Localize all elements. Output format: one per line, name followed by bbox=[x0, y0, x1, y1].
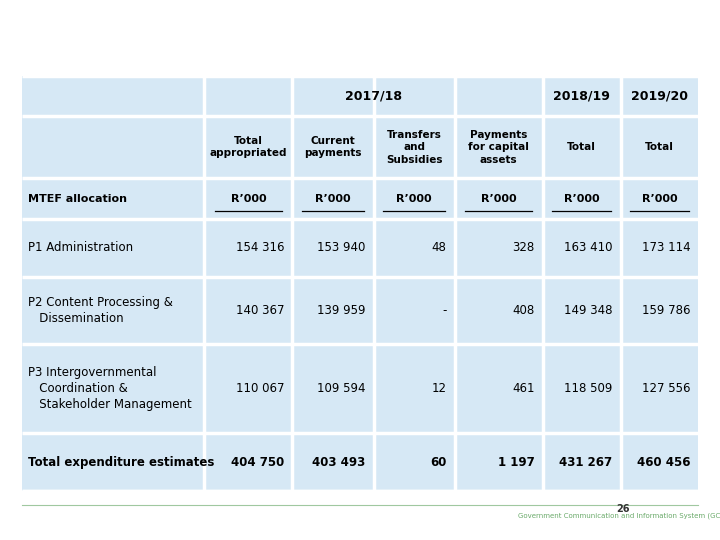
Text: P1 Administration: P1 Administration bbox=[28, 241, 133, 254]
Text: 1 197: 1 197 bbox=[498, 456, 535, 469]
Text: R’000: R’000 bbox=[396, 193, 432, 204]
Text: 6.        2017/20 MTEF Budget Summary: 6. 2017/20 MTEF Budget Summary bbox=[102, 30, 618, 54]
Text: MTEF allocation: MTEF allocation bbox=[28, 193, 127, 204]
Text: Total
appropriated: Total appropriated bbox=[210, 136, 287, 158]
Text: 139 959: 139 959 bbox=[317, 304, 366, 317]
Text: 408: 408 bbox=[513, 304, 535, 317]
Text: R’000: R’000 bbox=[564, 193, 600, 204]
Text: P3 Intergovernmental
   Coordination &
   Stakeholder Management: P3 Intergovernmental Coordination & Stak… bbox=[28, 366, 192, 411]
Text: 153 940: 153 940 bbox=[317, 241, 366, 254]
Text: R’000: R’000 bbox=[481, 193, 516, 204]
Text: Current
payments: Current payments bbox=[304, 136, 361, 158]
Text: Total: Total bbox=[567, 142, 596, 152]
Text: 26: 26 bbox=[616, 504, 629, 514]
Text: 149 348: 149 348 bbox=[564, 304, 613, 317]
Text: 328: 328 bbox=[513, 241, 535, 254]
Text: 118 509: 118 509 bbox=[564, 382, 613, 395]
Text: 460 456: 460 456 bbox=[636, 456, 690, 469]
Text: R’000: R’000 bbox=[230, 193, 266, 204]
Text: 109 594: 109 594 bbox=[317, 382, 366, 395]
Text: 12: 12 bbox=[431, 382, 446, 395]
Text: 431 267: 431 267 bbox=[559, 456, 613, 469]
Text: Payments
for capital
assets: Payments for capital assets bbox=[468, 130, 529, 165]
Text: 163 410: 163 410 bbox=[564, 241, 613, 254]
Text: 48: 48 bbox=[432, 241, 446, 254]
Text: 154 316: 154 316 bbox=[235, 241, 284, 254]
Text: -: - bbox=[442, 304, 446, 317]
Text: Transfers
and
Subsidies: Transfers and Subsidies bbox=[386, 130, 442, 165]
Text: 461: 461 bbox=[512, 382, 535, 395]
Text: R’000: R’000 bbox=[642, 193, 678, 204]
Text: 2019/20: 2019/20 bbox=[631, 89, 688, 102]
Text: 403 493: 403 493 bbox=[312, 456, 366, 469]
Text: Total: Total bbox=[645, 142, 674, 152]
Text: 2017/18: 2017/18 bbox=[345, 89, 402, 102]
Text: P2 Content Processing &
   Dissemination: P2 Content Processing & Dissemination bbox=[28, 296, 174, 325]
Text: 140 367: 140 367 bbox=[235, 304, 284, 317]
Text: 404 750: 404 750 bbox=[231, 456, 284, 469]
Text: Total expenditure estimates: Total expenditure estimates bbox=[28, 456, 215, 469]
Text: Government Communication and Information System (GCIS): Government Communication and Information… bbox=[518, 512, 720, 519]
Text: 60: 60 bbox=[431, 456, 446, 469]
Text: 110 067: 110 067 bbox=[235, 382, 284, 395]
Text: 127 556: 127 556 bbox=[642, 382, 690, 395]
Text: 159 786: 159 786 bbox=[642, 304, 690, 317]
Text: R’000: R’000 bbox=[315, 193, 351, 204]
Text: 173 114: 173 114 bbox=[642, 241, 690, 254]
Text: 2018/19: 2018/19 bbox=[553, 89, 610, 102]
